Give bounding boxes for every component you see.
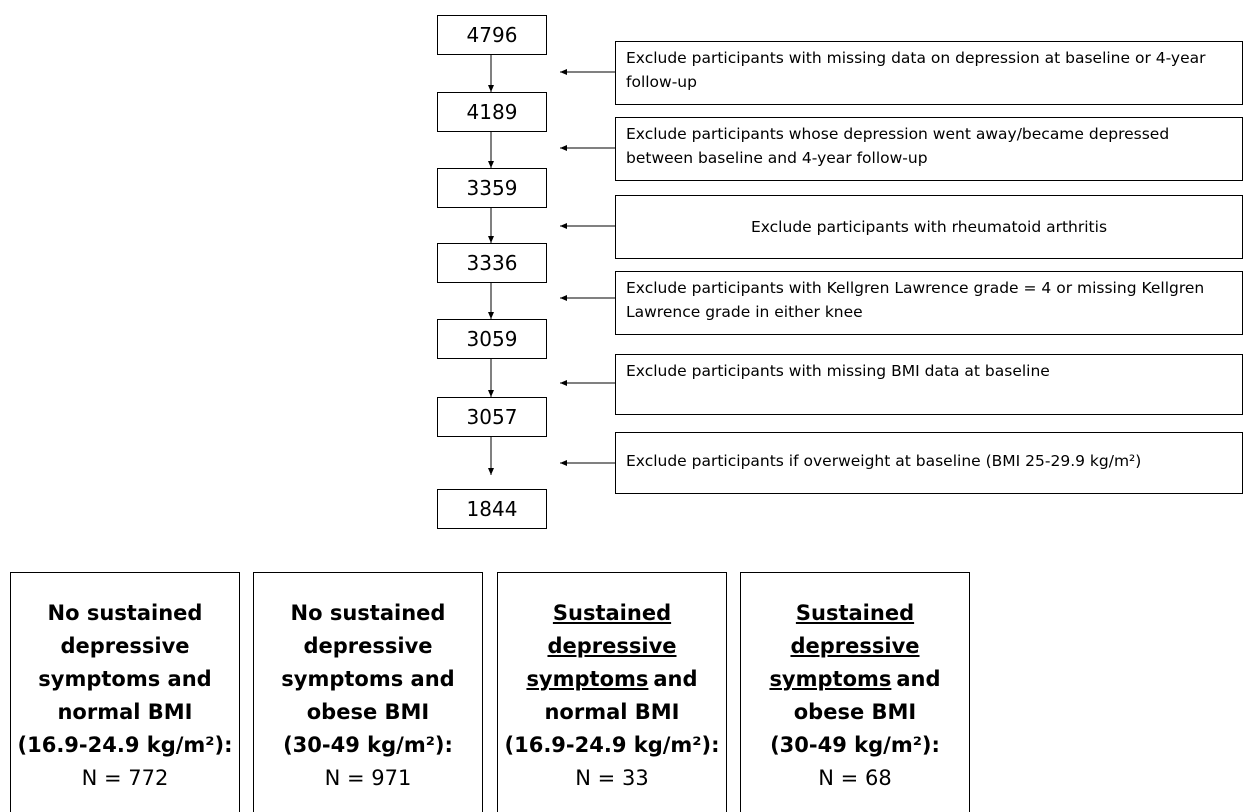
group-label: (16.9-24.9 kg/m²):	[17, 733, 233, 757]
group-n: N = 68	[818, 766, 892, 790]
group-box: Sustained depressive symptoms and normal …	[497, 572, 727, 812]
group-label: normal BMI	[544, 700, 680, 724]
group-label: depressive	[303, 634, 433, 658]
exclusion-box: Exclude participants with missing BMI da…	[615, 354, 1243, 415]
count-box: 3359	[437, 168, 547, 208]
count-box: 4796	[437, 15, 547, 55]
exclusion-box: Exclude participants if overweight at ba…	[615, 432, 1243, 494]
exclusion-box: Exclude participants with Kellgren Lawre…	[615, 271, 1243, 335]
count-box: 3336	[437, 243, 547, 283]
group-label: (16.9-24.9 kg/m²):	[504, 733, 720, 757]
group-label: (30-49 kg/m²):	[770, 733, 940, 757]
count-box: 3057	[437, 397, 547, 437]
group-label: symptoms	[526, 667, 649, 691]
group-label: and	[653, 667, 698, 691]
group-label: (30-49 kg/m²):	[283, 733, 453, 757]
group-label: obese BMI	[306, 700, 430, 724]
arrows	[488, 55, 615, 475]
group-label: Sustained	[552, 601, 672, 625]
group-label: symptoms	[769, 667, 892, 691]
group-box: No sustained depressive symptoms and obe…	[253, 572, 483, 812]
exclusion-box: Exclude participants with missing data o…	[615, 41, 1243, 105]
group-label: normal BMI	[57, 700, 193, 724]
group-label: depressive	[60, 634, 190, 658]
count-box: 4189	[437, 92, 547, 132]
exclusion-box: Exclude participants whose depression we…	[615, 117, 1243, 181]
count-box: 3059	[437, 319, 547, 359]
group-label: depressive	[547, 634, 677, 658]
group-n: N = 971	[324, 766, 412, 790]
group-label: obese BMI	[793, 700, 917, 724]
group-box: No sustained depressive symptoms and nor…	[10, 572, 240, 812]
exclusion-box: Exclude participants with rheumatoid art…	[615, 195, 1243, 259]
group-label: depressive	[790, 634, 920, 658]
group-label: and	[896, 667, 941, 691]
group-label: Sustained	[795, 601, 915, 625]
count-box: 1844	[437, 489, 547, 529]
group-label: No sustained	[290, 601, 446, 625]
group-box: Sustained depressive symptoms and obese B…	[740, 572, 970, 812]
group-n: N = 772	[81, 766, 169, 790]
group-label: symptoms and	[281, 667, 455, 691]
group-n: N = 33	[575, 766, 649, 790]
group-label: symptoms and	[38, 667, 212, 691]
group-label: No sustained	[47, 601, 203, 625]
